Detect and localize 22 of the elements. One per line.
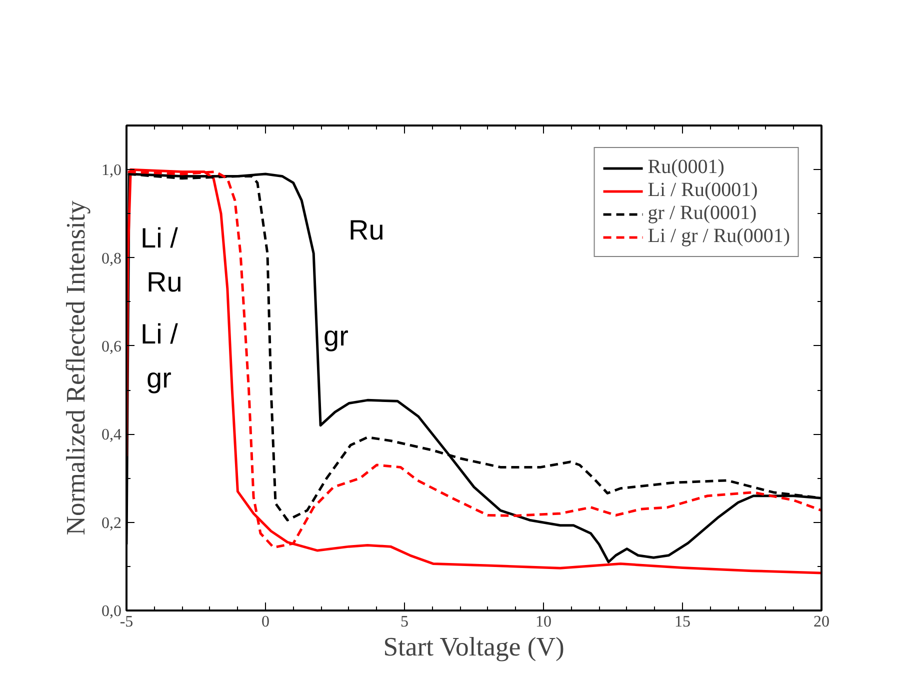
legend-label: Li / Ru(0001) — [648, 179, 758, 202]
annotation: Ru — [348, 214, 384, 246]
annotation: Li / gr — [140, 318, 178, 394]
legend-label: Li / gr / Ru(0001) — [648, 225, 790, 248]
x-tick-label: 5 — [400, 614, 408, 630]
annotation: Li / Ru — [140, 222, 182, 298]
legend-label: Ru(0001) — [648, 156, 724, 179]
x-tick-label: 20 — [814, 614, 830, 630]
x-axis-title: Start Voltage (V) — [383, 632, 564, 662]
y-tick-label: 0,8 — [102, 250, 122, 268]
x-tick-label: 10 — [536, 614, 552, 630]
annotation: gr — [324, 320, 348, 352]
y-tick-label: 0,4 — [102, 426, 122, 444]
y-tick-label: 0,0 — [102, 603, 122, 620]
legend-label: gr / Ru(0001) — [648, 202, 757, 225]
y-tick-label: 0,2 — [102, 514, 122, 532]
y-tick-label: 1,0 — [102, 162, 122, 180]
y-axis-title: Normalized Reflected Intensity — [60, 200, 90, 536]
x-tick-label: 0 — [262, 614, 270, 630]
x-tick-label: -5 — [120, 614, 134, 630]
y-tick-label: 0,6 — [102, 338, 122, 356]
x-tick-label: 15 — [674, 614, 690, 630]
